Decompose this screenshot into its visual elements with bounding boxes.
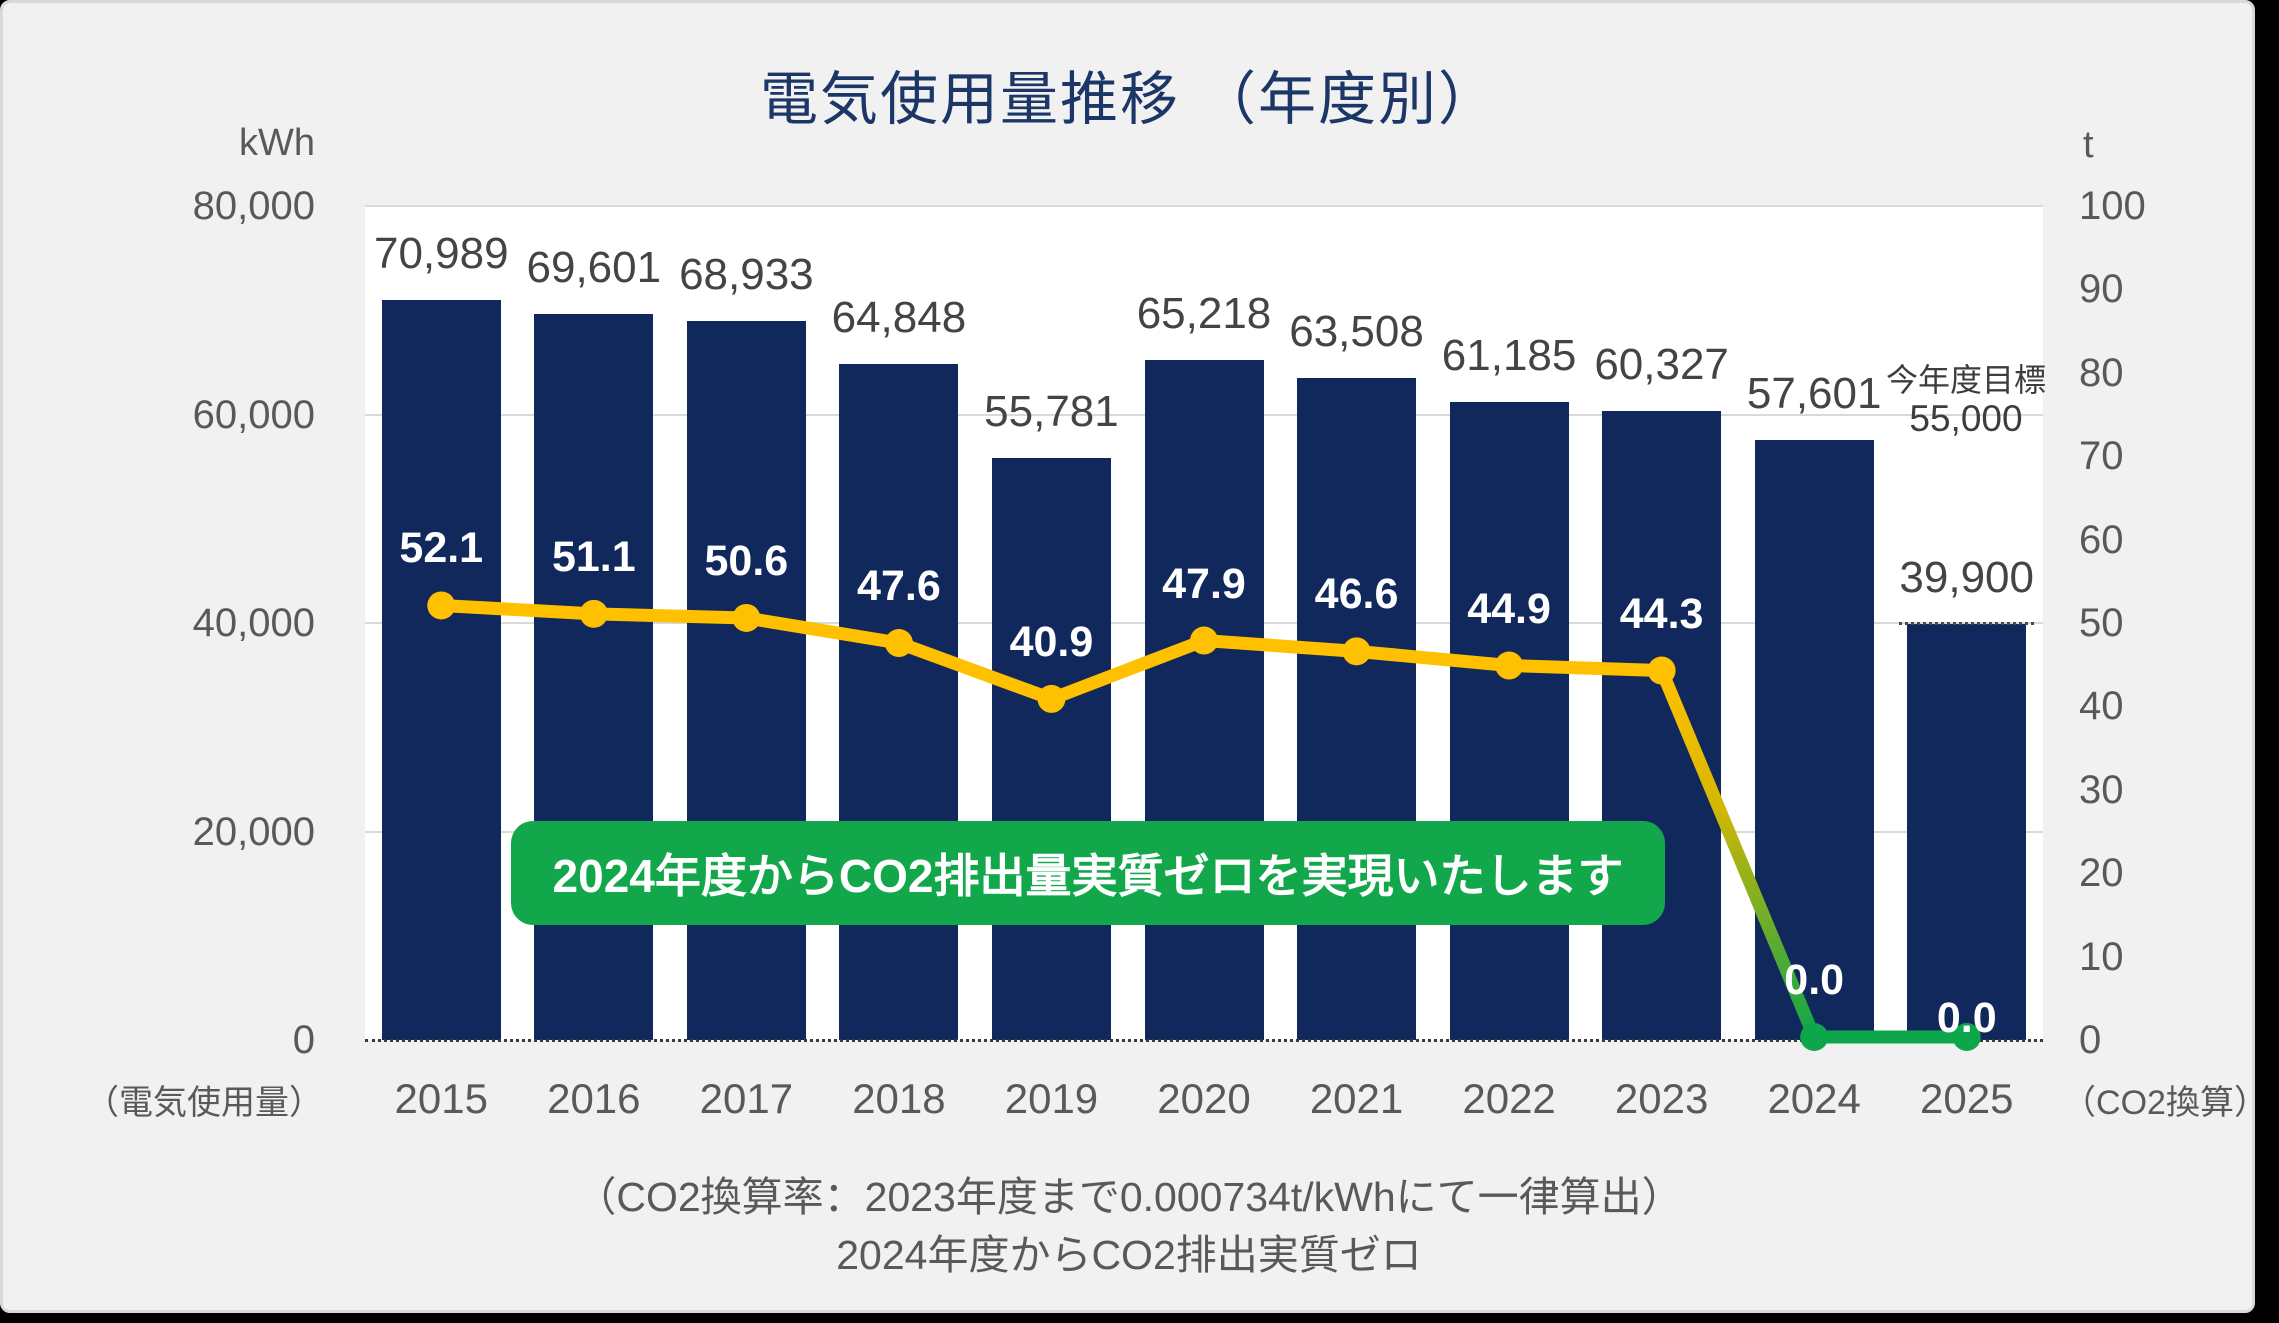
right-axis-caption: （CO2換算） xyxy=(2062,1084,2268,1122)
x-axis-zero-line xyxy=(365,1039,2043,1042)
bar-value-label: 57,601 xyxy=(1746,368,1882,418)
co2-value-label: 52.1 xyxy=(399,524,484,573)
x-axis-label-2022: 2022 xyxy=(1462,1075,1556,1122)
current-year-target-note: 今年度目標 55,000 xyxy=(1881,361,2051,439)
co2-value-label: 51.1 xyxy=(551,532,636,581)
bar-2015 xyxy=(381,299,501,1040)
bar-2024 xyxy=(1754,439,1874,1040)
footnote-line-1: （CO2換算率：2023年度まで0.000734t/kWhにて一律算出） xyxy=(575,1174,1683,1220)
bar-value-label: 64,848 xyxy=(831,292,967,342)
left-axis-tick: 40,000 xyxy=(192,601,315,645)
footnote-line-2: 2024年度からCO2排出実質ゼロ xyxy=(836,1232,1422,1278)
x-axis-label-2020: 2020 xyxy=(1157,1075,1251,1122)
bar-value-label: 55,781 xyxy=(984,387,1119,437)
co2-value-label: 50.6 xyxy=(704,536,789,585)
x-axis-label-2023: 2023 xyxy=(1614,1075,1709,1122)
bar-2021 xyxy=(1297,377,1417,1040)
bar-value-label: 60,327 xyxy=(1594,340,1729,390)
chart-title: 電気使用量推移 （年度別） xyxy=(759,67,1499,132)
target-note-value: 55,000 xyxy=(1909,398,2023,439)
bar-2019 xyxy=(991,458,1111,1040)
gridline xyxy=(365,205,2043,207)
co2-value-label: 40.9 xyxy=(1009,617,1094,666)
x-axis-label-2018: 2018 xyxy=(852,1075,946,1122)
bar-2022 xyxy=(1449,402,1569,1040)
co2-zero-banner-text: 2024年度からCO2排出量実質ゼロを実現いたします xyxy=(552,850,1624,902)
right-axis-tick: 90 xyxy=(2079,267,2124,312)
bar-value-label: 69,601 xyxy=(526,243,662,293)
co2-value-label: 47.6 xyxy=(857,562,941,611)
right-axis-tick: 50 xyxy=(2079,601,2124,645)
co2-value-label: 0.0 xyxy=(1936,994,1997,1042)
right-axis-tick: 40 xyxy=(2079,684,2124,729)
x-axis-label-2019: 2019 xyxy=(1004,1075,1099,1122)
right-axis-tick: 60 xyxy=(2079,517,2124,562)
left-axis-tick: 0 xyxy=(292,1018,315,1062)
left-axis-tick: 60,000 xyxy=(192,392,315,437)
bar-value-label: 65,218 xyxy=(1136,289,1272,339)
bar-2017 xyxy=(686,321,806,1040)
right-axis-tick: 30 xyxy=(2079,767,2124,812)
right-axis-tick: 10 xyxy=(2079,934,2124,979)
right-axis-tick: 20 xyxy=(2079,851,2124,896)
x-axis-label-2025: 2025 xyxy=(1920,1075,2014,1122)
co2-value-label: 44.3 xyxy=(1619,589,1704,638)
co2-zero-banner: 2024年度からCO2排出量実質ゼロを実現いたします xyxy=(511,821,1665,925)
right-axis-tick: 70 xyxy=(2079,434,2124,479)
left-axis-unit: kWh xyxy=(239,122,315,164)
bar-value-label: 39,900 xyxy=(1899,553,2034,603)
left-axis-tick: 80,000 xyxy=(192,184,315,228)
forecast-bar-dotted-top xyxy=(1899,622,2035,626)
x-axis-label-2017: 2017 xyxy=(699,1075,794,1122)
co2-value-label: 47.9 xyxy=(1162,559,1246,608)
right-axis-unit: t xyxy=(2083,124,2094,166)
bar-2020 xyxy=(1144,360,1264,1040)
bar-2023 xyxy=(1602,411,1722,1040)
bar-2016 xyxy=(534,314,654,1040)
left-axis-tick: 20,000 xyxy=(192,809,315,854)
target-note-label: 今年度目標 xyxy=(1885,362,2046,398)
right-axis-tick: 100 xyxy=(2079,184,2146,228)
bar-value-label: 63,508 xyxy=(1289,306,1424,356)
x-axis-label-2021: 2021 xyxy=(1309,1075,1404,1122)
bar-value-label: 61,185 xyxy=(1441,331,1577,381)
bar-value-label: 68,933 xyxy=(679,250,814,300)
right-axis-tick: 0 xyxy=(2079,1018,2102,1062)
x-axis-label-2015: 2015 xyxy=(394,1075,488,1122)
x-axis-label-2016: 2016 xyxy=(547,1075,641,1122)
left-axis-caption: （電気使用量） xyxy=(85,1084,323,1122)
right-axis-tick: 80 xyxy=(2079,350,2124,395)
bar-2025 xyxy=(1907,624,2027,1040)
bar-2018 xyxy=(839,363,959,1040)
bar-value-label: 70,989 xyxy=(373,228,509,278)
x-axis-label-2024: 2024 xyxy=(1767,1075,1861,1122)
